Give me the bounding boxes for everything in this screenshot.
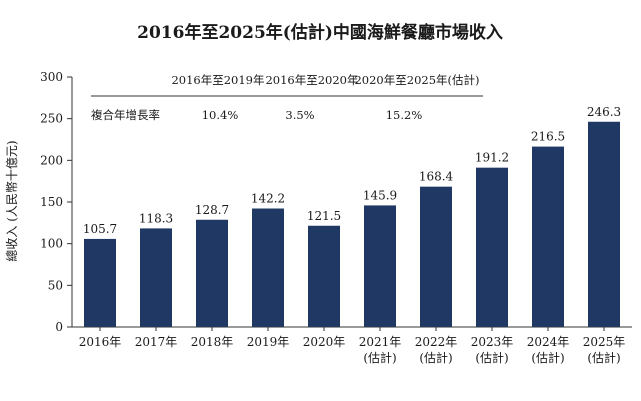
bar-value-label: 142.2 [251, 192, 285, 206]
x-tick-label: 2020年 [303, 335, 346, 349]
x-tick-label: 2024年 [527, 335, 570, 349]
x-tick-label: 2018年 [191, 335, 234, 349]
bar [252, 208, 284, 327]
value-labels: 105.7 118.3 128.7 142.2 121.5 145.9 168.4 191.2… [83, 105, 621, 236]
bars [84, 121, 620, 327]
bar [140, 228, 172, 327]
x-tick-label: (估計) [419, 350, 452, 365]
bar-value-label: 246.3 [587, 105, 621, 119]
x-tick-label: 2021年 [359, 335, 402, 349]
bar [84, 238, 116, 327]
bar-value-label: 145.9 [363, 188, 397, 202]
bar-value-label: 128.7 [195, 203, 229, 217]
y-tick-label: 50 [48, 278, 63, 292]
y-tick-label: 150 [40, 195, 63, 209]
cagr-period-label: 2020年至2025年(估計) [354, 73, 479, 87]
bar-value-label: 121.5 [307, 209, 341, 223]
x-tick-label: 2025年 [583, 335, 626, 349]
x-tick-label: 2023年 [471, 335, 514, 349]
y-tick-labels: 0 50 100 150 200 250 300 [40, 70, 63, 334]
x-tick-label: 2017年 [135, 335, 178, 349]
y-tick-label: 300 [40, 70, 63, 84]
y-tick-label: 250 [40, 112, 63, 126]
y-tick-label: 200 [40, 153, 63, 167]
cagr-value: 15.2% [386, 108, 423, 122]
bar [196, 219, 228, 327]
x-tick-labels: 2016年 2017年 2018年 2019年 2020年 2021年(估計)2022年(… [79, 335, 626, 365]
bar-value-label: 191.2 [475, 151, 509, 165]
bar [420, 186, 452, 327]
x-tick-label: (估計) [587, 350, 620, 365]
cagr-row-label: 複合年增長率 [91, 108, 160, 122]
y-axis-title: 總收入 (人民幣十億元) [4, 140, 19, 261]
bar-value-label: 216.5 [531, 130, 565, 144]
bar [532, 146, 564, 327]
x-tick-label: (估計) [363, 350, 396, 365]
y-tick-label: 0 [55, 320, 63, 334]
x-tick-label: 2016年 [79, 335, 122, 349]
bar [476, 167, 508, 327]
x-tick-label: (估計) [531, 350, 564, 365]
x-tick-label: 2022年 [415, 335, 458, 349]
cagr-value: 10.4% [202, 108, 239, 122]
chart-title: 2016年至2025年(估計)中國海鮮餐廳市場收入 [137, 22, 503, 43]
bar [364, 205, 396, 327]
bar [308, 225, 340, 327]
y-tick-label: 100 [40, 237, 63, 251]
bar-value-label: 105.7 [83, 222, 117, 236]
x-tick-label: 2019年 [247, 335, 290, 349]
cagr-period-label: 2016年至2019年 [171, 73, 264, 87]
bar-value-label: 168.4 [419, 170, 454, 184]
cagr-period-label: 2016年至2020年 [265, 73, 358, 87]
cagr-value: 3.5% [285, 108, 314, 122]
bar-value-label: 118.3 [139, 211, 173, 225]
bar [588, 121, 620, 327]
x-tick-label: (估計) [475, 350, 508, 365]
cagr-annotation: 2016年至2019年 10.4% 2016年至2020年 3.5% 2020年至202… [91, 73, 483, 122]
